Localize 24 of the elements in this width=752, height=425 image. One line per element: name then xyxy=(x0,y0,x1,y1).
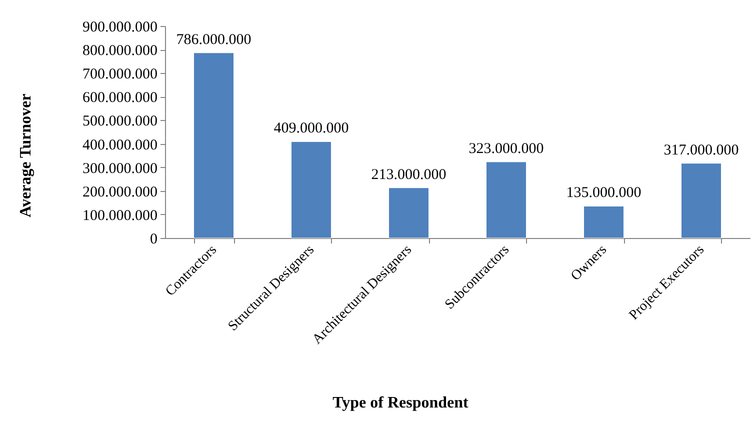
y-tick-label: 400.000.000 xyxy=(82,137,158,154)
bar xyxy=(291,141,332,238)
y-tick-label: 600.000.000 xyxy=(82,90,158,106)
y-tick-label: 0 xyxy=(150,232,158,248)
bar xyxy=(681,163,722,238)
y-tick-label: 800.000.000 xyxy=(82,43,158,60)
y-tick-label: 500.000.000 xyxy=(82,114,158,130)
bar xyxy=(584,206,624,238)
y-axis-title: Average Turnover xyxy=(18,94,34,218)
y-tick-label: 300.000.000 xyxy=(82,160,158,177)
data-label: 323.000.000 xyxy=(468,140,544,157)
data-label: 786.000.000 xyxy=(176,32,252,48)
y-tick-label: 100.000.000 xyxy=(82,208,158,224)
y-tick-label: 700.000.000 xyxy=(82,66,158,83)
data-label: 409.000.000 xyxy=(274,120,349,137)
x-axis-title: Type of Respondent xyxy=(332,394,470,412)
y-tick-label: 200.000.000 xyxy=(82,184,158,200)
bar xyxy=(194,52,234,238)
y-tick-label: 900.000.000 xyxy=(82,20,158,36)
data-label: 135.000.000 xyxy=(566,185,642,202)
data-label: 213.000.000 xyxy=(371,166,446,183)
bar xyxy=(388,188,429,238)
bar xyxy=(486,162,526,238)
data-label: 317.000.000 xyxy=(664,142,739,158)
